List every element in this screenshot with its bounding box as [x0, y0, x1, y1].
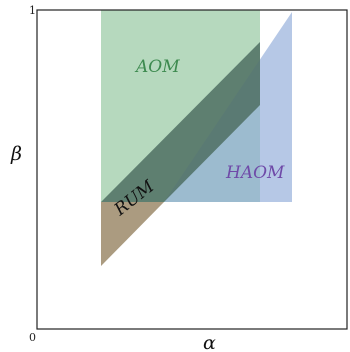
aom-haom-overlap-region: [101, 42, 260, 202]
y-max-tick: 1: [29, 4, 36, 17]
rum-region: [101, 202, 164, 266]
x-axis-label: α: [203, 332, 216, 352]
y-axis-label: β: [10, 143, 22, 165]
origin-tick: 0: [29, 331, 36, 344]
aom-label: AOM: [134, 57, 180, 77]
plot-frame: [36, 9, 348, 330]
haom-label: HAOM: [225, 163, 285, 183]
